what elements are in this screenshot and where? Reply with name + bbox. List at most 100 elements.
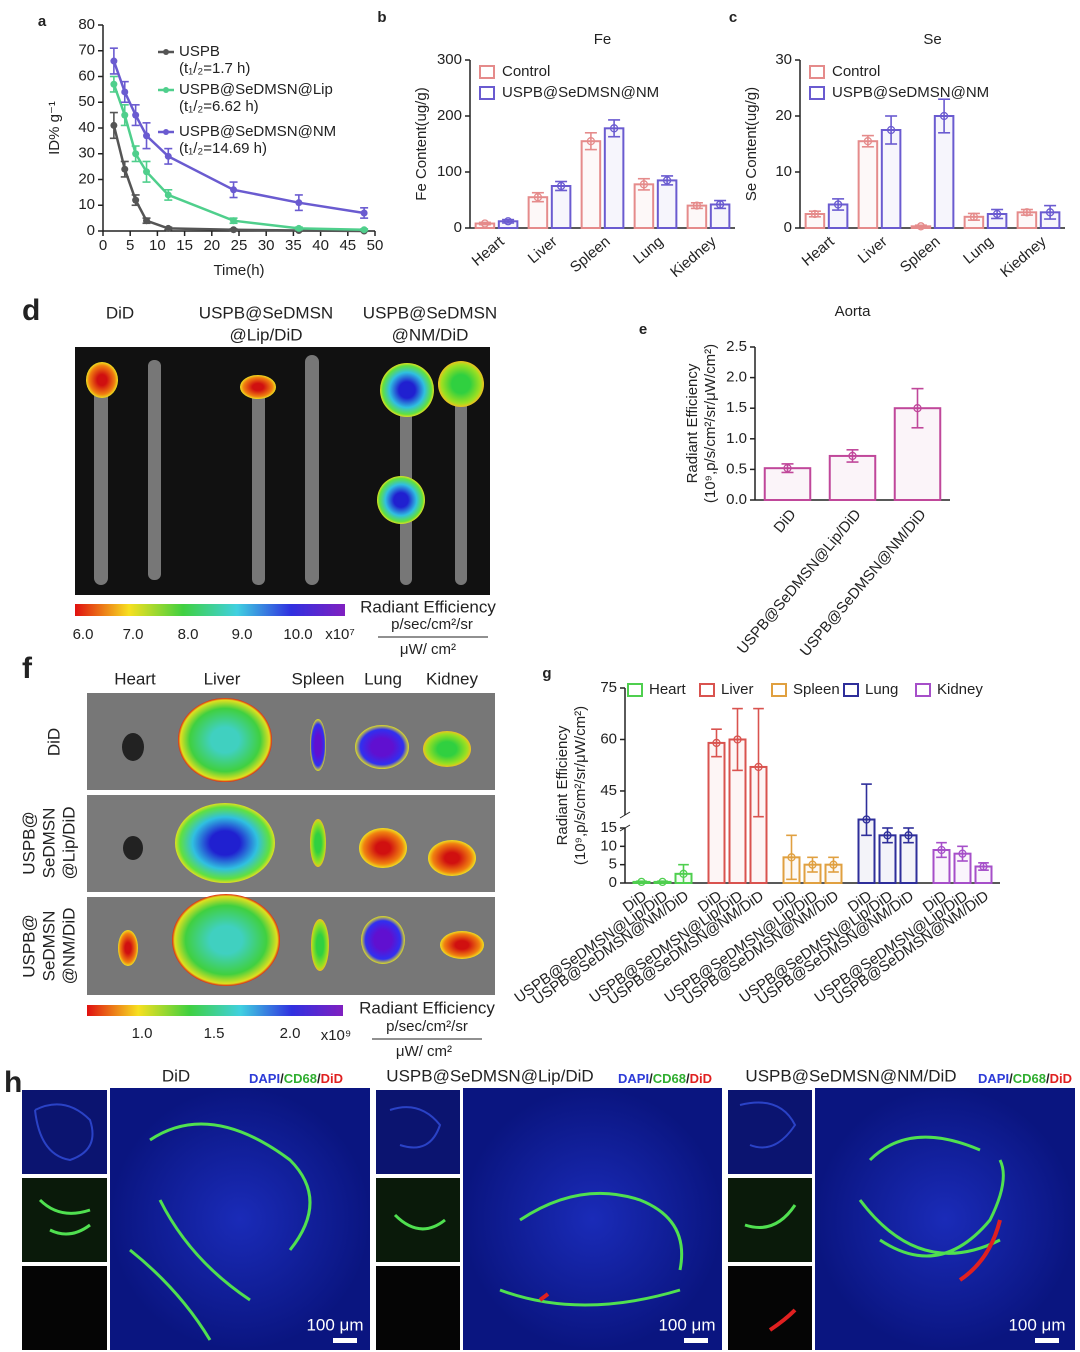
legend-swatch — [699, 683, 715, 697]
legend-swatch — [771, 683, 787, 697]
x-tick-label: 45 — [339, 237, 356, 254]
legend-note: (t₁/₂=14.69 h) — [179, 140, 267, 157]
bar — [633, 183, 655, 230]
point — [1045, 208, 1055, 217]
column-label: Heart — [114, 669, 156, 688]
panel-letter: b — [377, 9, 386, 26]
y-tick-label: 40 — [78, 119, 95, 136]
legend-label: Liver — [721, 681, 754, 698]
row-label: @Lip/DiD — [59, 807, 78, 880]
scale-bar — [1035, 1338, 1059, 1343]
x-tick-label: 40 — [312, 237, 329, 254]
y-axis-label: Se Content(ug/g) — [743, 87, 760, 201]
legend-swatch — [809, 86, 825, 100]
y-tick-label: 300 — [437, 51, 462, 68]
stain: CD68 — [1013, 1071, 1046, 1086]
stain: / — [280, 1071, 284, 1086]
point — [480, 219, 490, 228]
x-tick-label: Heart — [469, 233, 509, 270]
legend-swatch — [809, 65, 825, 79]
stain: / — [686, 1071, 690, 1086]
point — [904, 831, 913, 840]
stain-legend: DAPI/CD68/DiD — [978, 1071, 1072, 1086]
stain: / — [649, 1071, 653, 1086]
chart-title: Se — [923, 31, 941, 48]
bar — [857, 140, 879, 229]
bar — [580, 140, 602, 229]
point — [503, 217, 513, 226]
point — [121, 88, 129, 96]
point — [132, 196, 140, 204]
row-label: USPB@ — [19, 914, 38, 978]
y-tick-label: 5 — [609, 856, 617, 873]
point — [143, 132, 151, 140]
colorbar-tick: 2.0 — [280, 1025, 301, 1042]
legend-swatch — [479, 65, 495, 79]
chart-title: Aorta — [835, 303, 872, 320]
point — [916, 222, 926, 231]
legend-note: (t₁/₂=1.7 h) — [179, 60, 250, 77]
row-label: @NM/DiD — [59, 908, 78, 985]
x-tick-label: USPB@SeDMSN@Lip/DiD — [734, 506, 865, 657]
y-axis-label: ID% g⁻¹ — [46, 101, 63, 155]
point — [692, 201, 702, 210]
point — [164, 224, 172, 232]
series-line — [112, 125, 365, 233]
point — [979, 862, 988, 871]
y-tick-label: 20 — [775, 107, 792, 124]
y-tick-label: 60 — [600, 730, 617, 747]
colorbar — [87, 1005, 343, 1016]
y-tick-label: 15 — [600, 819, 617, 836]
point — [110, 121, 118, 129]
panel-letter: a — [38, 13, 47, 30]
x-tick-label: 25 — [231, 237, 248, 254]
colorbar-tick: 1.0 — [132, 1025, 153, 1042]
image-title: USPB@SeDMSN@Lip/DiD — [386, 1066, 593, 1085]
y-axis-label: Fe Content(ug/g) — [413, 87, 430, 200]
y-axis-label: Radiant Efficiency — [684, 363, 701, 483]
x-tick-label: USPB@SeDMSN@NM/DiD — [797, 506, 930, 660]
point — [230, 226, 238, 234]
y-tick-label: 60 — [78, 67, 95, 84]
colorbar-unit: μW/ cm² — [400, 641, 456, 658]
bar — [603, 127, 625, 230]
panel-letter: d — [22, 294, 40, 327]
colorbar-tick: 8.0 — [178, 626, 199, 643]
legend-label: USPB — [179, 43, 220, 60]
point — [533, 193, 543, 202]
row-label: SeDMSN — [39, 911, 58, 982]
legend-label: Heart — [649, 681, 687, 698]
point — [913, 404, 922, 413]
x-tick-label: Heart — [799, 233, 839, 270]
point — [360, 209, 368, 217]
stain: CD68 — [653, 1071, 686, 1086]
x-axis-label: Time(h) — [213, 262, 264, 279]
colorbar-title: Radiant Efficiency — [359, 998, 495, 1017]
legend-swatch — [915, 683, 931, 697]
point — [110, 80, 118, 88]
x-tick-label: 15 — [176, 237, 193, 254]
y-tick-label: 200 — [437, 107, 462, 124]
panel-letter: f — [22, 652, 33, 685]
y-tick-label: 0 — [784, 219, 792, 236]
colorbar-unit: p/sec/cm²/sr — [391, 616, 473, 633]
point — [808, 860, 817, 869]
colorbar-scale: x10⁷ — [325, 626, 355, 643]
y-tick-label: 1.5 — [726, 399, 747, 416]
colorbar-unit: μW/ cm² — [396, 1043, 452, 1060]
bar — [656, 179, 678, 229]
bar — [550, 185, 572, 229]
column-label: USPB@SeDMSN — [363, 303, 497, 322]
point — [230, 217, 238, 225]
scale-bar-label: 100 μm — [1008, 1315, 1065, 1334]
x-tick-label: Kiedney — [667, 233, 720, 281]
colorbar-tick: 9.0 — [232, 626, 253, 643]
colorbar-tick: 7.0 — [123, 626, 144, 643]
point — [754, 762, 763, 772]
point — [295, 224, 303, 232]
panel-letter: e — [639, 321, 647, 338]
colorbar-tick: 10.0 — [283, 626, 312, 643]
column-label: Kidney — [426, 669, 478, 688]
point — [937, 845, 946, 855]
